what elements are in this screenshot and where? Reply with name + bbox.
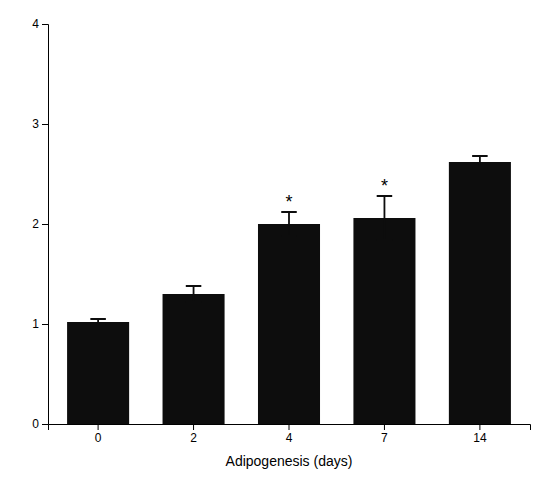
annotations: ** <box>285 176 387 212</box>
x-tick-mark <box>479 424 480 430</box>
y-tick: 3 <box>32 117 48 131</box>
y-tick: 4 <box>32 17 48 31</box>
y-tick: 1 <box>32 317 48 331</box>
bar <box>67 322 129 424</box>
x-tick-mark <box>384 424 385 430</box>
significance-marker: * <box>381 176 388 196</box>
plot: 01234024714Adipogenesis (days)** <box>32 17 530 469</box>
error-bar <box>186 286 202 302</box>
x-tick-label: 14 <box>473 431 487 445</box>
y-tick-mark <box>42 224 48 225</box>
y-tick-label: 0 <box>32 417 39 431</box>
x-tick: 0 <box>95 424 102 445</box>
error-bar-line <box>186 286 202 302</box>
y-tick: 2 <box>32 217 48 231</box>
x-tick: 7 <box>381 424 388 445</box>
error-bar-line <box>472 156 488 168</box>
y-axis-line <box>42 25 49 425</box>
bar <box>163 294 225 424</box>
x-tick: 2 <box>190 424 197 445</box>
significance-marker: * <box>285 192 292 212</box>
x-axis-title: Adipogenesis (days) <box>226 453 353 469</box>
y-tick-label: 2 <box>32 217 39 231</box>
bar <box>449 162 511 424</box>
x-tick: 4 <box>286 424 293 445</box>
y-tick-label: 1 <box>32 317 39 331</box>
x-tick-label: 7 <box>381 431 388 445</box>
y-tick: 0 <box>32 417 48 431</box>
marks <box>67 156 511 424</box>
y-tick-mark <box>42 124 48 125</box>
bar <box>353 218 415 424</box>
error-bar-line <box>377 196 393 240</box>
x-axis: 0 2 4 7 14 <box>49 424 531 445</box>
x-tick-mark <box>98 424 99 430</box>
x-tick-label: 0 <box>95 431 102 445</box>
y-tick-mark <box>42 424 48 425</box>
x-tick-label: 4 <box>286 431 293 445</box>
error-bar <box>377 196 393 240</box>
bar <box>258 224 320 424</box>
x-axis-line <box>49 425 531 431</box>
x-tick: 14 <box>473 424 487 445</box>
error-bar <box>281 212 297 236</box>
x-tick-label: 2 <box>190 431 197 445</box>
y-axis: 0 1 2 3 4 <box>32 17 48 431</box>
chart: 01234024714Adipogenesis (days)** <box>0 0 550 480</box>
error-bar <box>472 156 488 168</box>
x-tick-mark <box>193 424 194 430</box>
error-bar <box>90 319 106 325</box>
error-bar-line <box>281 212 297 236</box>
error-bar-line <box>90 319 106 325</box>
y-tick-label: 4 <box>32 17 39 31</box>
y-tick-mark <box>42 24 48 25</box>
y-tick-label: 3 <box>32 117 39 131</box>
y-tick-mark <box>42 324 48 325</box>
x-tick-mark <box>289 424 290 430</box>
